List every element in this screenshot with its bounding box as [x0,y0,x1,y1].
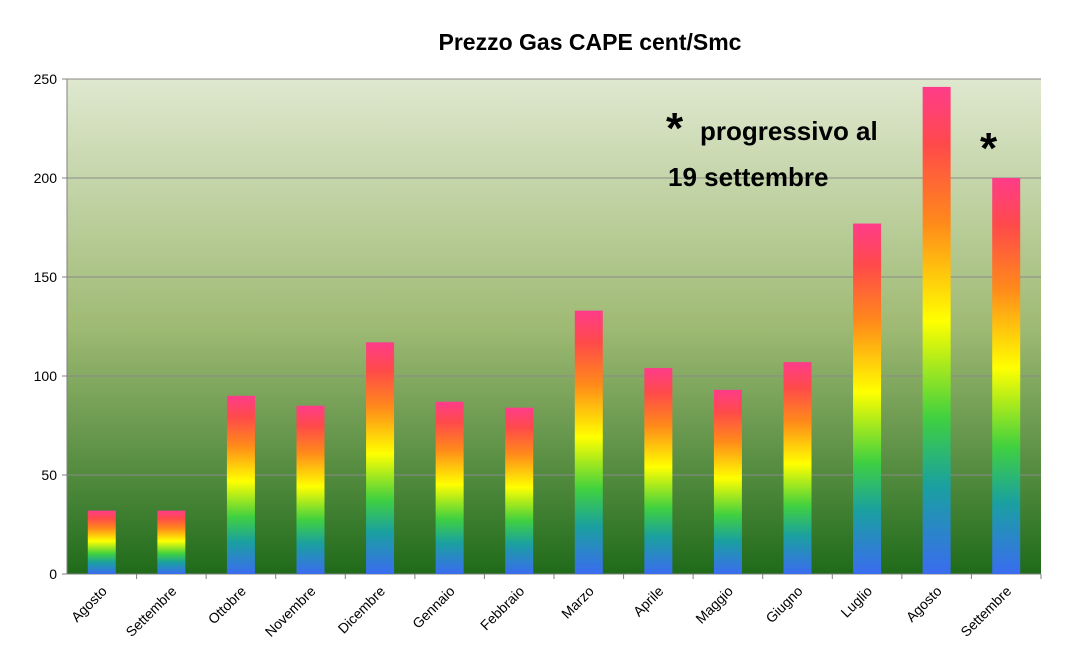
y-tick-label: 250 [34,71,58,87]
y-tick-label: 150 [34,269,58,285]
y-tick-label: 50 [41,467,57,483]
x-tick-label: Febbraio [477,583,528,634]
bar [366,342,395,574]
bar [505,407,534,574]
bar [435,401,464,574]
annotation-text-line2: 19 settembre [668,162,828,192]
x-tick-label: Marzo [558,583,597,622]
y-tick-label: 100 [34,368,58,384]
x-tick-label: Agosto [68,583,110,625]
plot-area [67,79,1041,574]
x-tick-label: Gennaio [409,583,458,632]
x-axis-ticks: Agosto Settembre Ottobre Novembre Dicembre Ge… [68,574,1042,640]
x-tick-label: Giugno [762,583,805,626]
y-tick-label: 0 [49,566,57,582]
x-tick-label: Maggio [692,583,736,627]
y-tick-label: 200 [34,170,58,186]
x-tick-label: Novembre [262,583,319,640]
bar [922,86,951,575]
y-axis-ticks: 0 50 100 150 200 250 [34,71,67,582]
chart-title: Prezzo Gas CAPE cent/Smc [439,29,742,55]
x-tick-label: Ottobre [205,583,249,627]
x-tick-label: Agosto [903,583,945,625]
bar [157,510,186,574]
x-tick-label: Aprile [630,583,667,620]
bar [296,405,325,574]
x-tick-label: Settembre [957,583,1014,640]
bar [783,362,812,574]
annotation-text-line1: progressivo al [700,116,878,146]
annotation-star-1: * [666,104,684,153]
annotation-star-2: * [980,124,998,173]
x-tick-label: Dicembre [335,583,389,637]
bar [713,389,742,574]
bar [992,178,1021,574]
bar [87,510,116,574]
bar [644,368,673,574]
bar [574,310,603,574]
bars [87,86,1021,575]
bar [226,395,255,574]
bar [853,223,882,575]
x-tick-label: Settembre [122,583,179,640]
x-tick-label: Luglio [837,583,875,621]
